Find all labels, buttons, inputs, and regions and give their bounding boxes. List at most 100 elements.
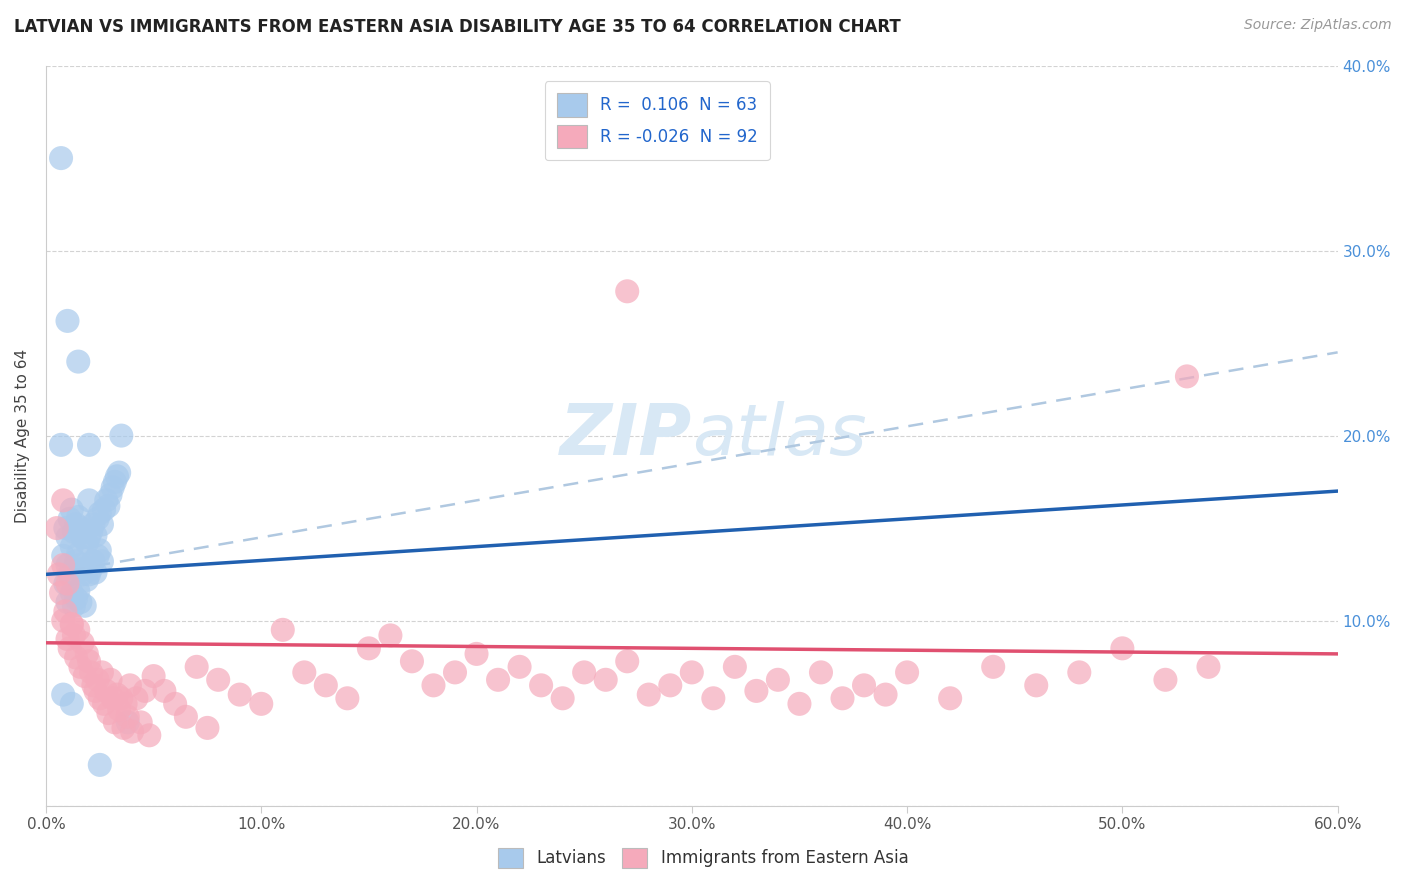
Point (336, 691, 359, 706)
Point (93, 502, 115, 516)
Point (1175, 369, 1198, 384)
Point (63, 562, 86, 576)
Point (60, 502, 83, 516)
Point (60, 586, 83, 600)
Point (616, 654, 638, 668)
Point (69, 595, 91, 609)
Point (89, 758, 111, 772)
Point (86, 549, 108, 563)
Point (422, 678, 444, 692)
Point (49, 151, 72, 165)
Point (59, 641, 82, 656)
Point (616, 285, 638, 299)
Point (1198, 660, 1220, 674)
Point (77, 493, 100, 508)
Point (174, 710, 197, 724)
Point (56, 314, 79, 328)
Point (69, 558, 91, 573)
Point (315, 678, 337, 692)
Point (100, 673, 122, 687)
Point (110, 428, 132, 442)
Point (724, 660, 747, 674)
Point (142, 669, 165, 683)
Point (73, 599, 96, 613)
Point (1111, 641, 1133, 656)
Point (56, 595, 79, 609)
Point (97, 499, 120, 513)
Point (56, 530, 79, 544)
Point (63, 628, 86, 642)
Point (1025, 678, 1047, 692)
Point (96, 493, 118, 508)
Point (56, 632, 79, 646)
Point (125, 691, 148, 706)
Y-axis label: Disability Age 35 to 64: Disability Age 35 to 64 (15, 349, 30, 523)
Point (82, 678, 104, 692)
Point (134, 684, 156, 698)
Point (572, 665, 595, 680)
Point (745, 684, 768, 698)
Point (76, 647, 98, 661)
Point (380, 628, 402, 642)
Point (138, 728, 160, 742)
Point (52, 493, 75, 508)
Point (101, 480, 124, 494)
Point (465, 647, 488, 661)
Point (86, 673, 108, 687)
Point (77, 530, 100, 544)
Point (121, 724, 143, 739)
Point (67, 510, 90, 524)
Point (67, 547, 90, 561)
Point (1154, 673, 1177, 687)
Point (509, 660, 531, 674)
Point (76, 573, 98, 587)
Point (186, 660, 208, 674)
Point (91, 517, 114, 532)
Point (250, 697, 273, 711)
Point (77, 438, 100, 452)
Point (80, 665, 103, 680)
Point (72, 636, 94, 650)
Point (357, 641, 380, 656)
Point (60, 617, 83, 632)
Point (104, 715, 127, 730)
Point (117, 715, 139, 730)
Point (105, 688, 128, 702)
Point (896, 665, 918, 680)
Point (530, 678, 553, 692)
Point (56, 576, 79, 591)
Point (91, 554, 114, 568)
Point (67, 354, 90, 368)
Point (59, 512, 82, 526)
Point (100, 488, 122, 502)
Point (72, 567, 94, 582)
Point (444, 665, 467, 680)
Point (76, 536, 98, 550)
Point (56, 558, 79, 573)
Point (702, 691, 724, 706)
Text: LATVIAN VS IMMIGRANTS FROM EASTERN ASIA DISABILITY AGE 35 TO 64 CORRELATION CHAR: LATVIAN VS IMMIGRANTS FROM EASTERN ASIA … (14, 18, 901, 36)
Point (65, 591, 87, 606)
Point (104, 475, 127, 489)
Point (53, 604, 76, 618)
Point (77, 654, 100, 668)
Point (63, 599, 86, 613)
Point (65, 517, 87, 532)
Point (117, 710, 139, 724)
Point (89, 543, 111, 558)
Point (72, 530, 94, 544)
Point (53, 576, 76, 591)
Point (63, 524, 86, 539)
Point (48, 567, 70, 582)
Point (84, 566, 107, 580)
Point (789, 697, 811, 711)
Point (60, 617, 83, 632)
Point (108, 702, 131, 716)
Point (118, 678, 141, 692)
Text: ZIP: ZIP (560, 401, 692, 470)
Point (84, 528, 107, 542)
Point (101, 691, 124, 706)
Point (810, 665, 832, 680)
Point (52, 614, 75, 628)
Point (875, 688, 897, 702)
